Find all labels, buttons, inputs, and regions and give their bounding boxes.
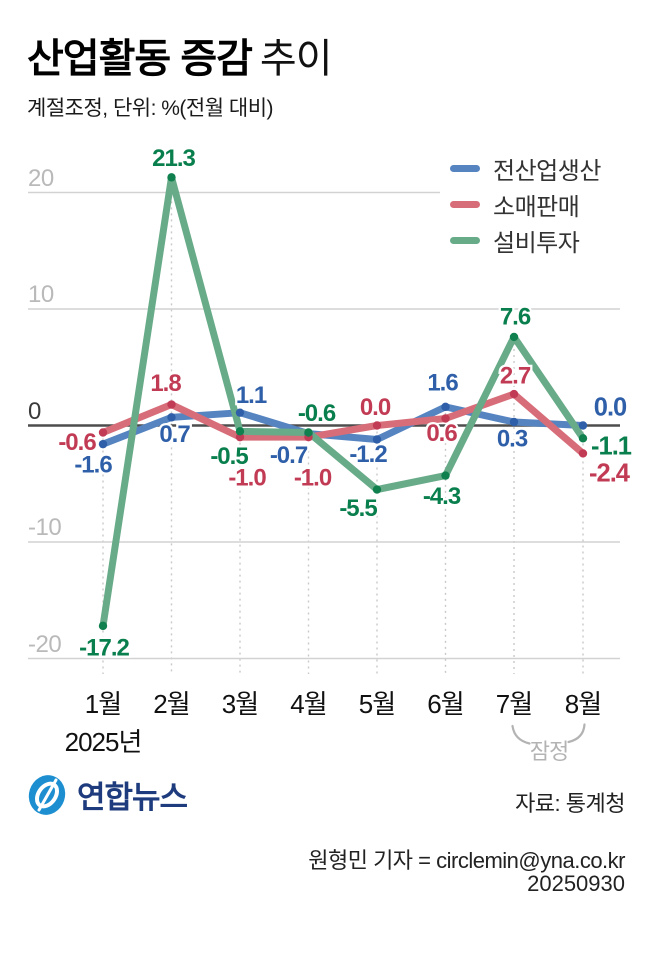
data-point-dot [372, 485, 382, 494]
value-label: 1.6 [427, 369, 458, 396]
data-point-dot [98, 621, 108, 631]
value-label: 21.3 [152, 145, 195, 172]
provisional-bracket-right [567, 723, 586, 744]
data-point-dot [441, 471, 450, 480]
x-axis-label-aug: 8월 [564, 689, 602, 719]
data-point-dot [509, 417, 519, 427]
date-label: 20250930 [527, 871, 625, 896]
data-point-dot [98, 428, 108, 437]
y-axis-label: -10 [28, 514, 62, 541]
page-title: 산업활동 증감 추이 [27, 26, 333, 84]
data-point-dot [98, 439, 108, 449]
value-label: -0.7 [270, 442, 308, 469]
value-label: 7.6 [500, 303, 531, 330]
data-point-dot [372, 421, 382, 430]
source-label: 자료: 통계청 [515, 791, 625, 816]
data-point-dot [167, 400, 176, 409]
title-main: 산업활동 증감 [27, 37, 253, 81]
x-axis-label-may: 5월 [358, 689, 396, 719]
series-line-설비투자 [99, 173, 587, 630]
logo-text: 연합뉴스 [77, 780, 188, 815]
data-point-dot [167, 173, 176, 182]
value-label: -5.5 [339, 495, 377, 522]
data-point-dot [235, 432, 245, 442]
y-axis-label: -20 [28, 630, 62, 658]
x-axis-label-jan: 1월 [84, 689, 122, 719]
value-label: 1.8 [150, 370, 181, 397]
value-label: -0.5 [210, 443, 248, 470]
legend-label: 소매판매 [493, 193, 580, 221]
data-point-dot [372, 435, 382, 444]
value-label: -0.6 [58, 429, 96, 456]
yonhap-logo-icon [28, 774, 66, 815]
byline: 원형민 기자 = circlemin@yna.co.kr [308, 848, 625, 873]
data-point-dot [509, 389, 519, 399]
value-label: -1.0 [228, 465, 266, 492]
x-axis-label-mar: 3월 [221, 689, 259, 719]
provisional-bracket-left [511, 724, 531, 745]
value-label: -1.6 [74, 452, 112, 479]
x-axis-label-jul: 7월 [495, 689, 533, 719]
data-point-dot [167, 413, 176, 422]
value-label: 1.1 [236, 382, 267, 409]
value-label: 0.6 [426, 420, 457, 447]
data-point-dot [509, 332, 519, 342]
data-point-dot [578, 449, 588, 458]
legend-item-production: 전산업생산 [450, 150, 601, 186]
year-label: 2025년 [64, 727, 143, 757]
x-axis-label-feb: 2월 [153, 689, 190, 719]
data-point-dot [578, 434, 588, 443]
data-point-dot [235, 427, 245, 436]
data-point-dot [441, 414, 450, 423]
legend: 전산업생산 소매판매 설비투자 [450, 150, 601, 258]
legend-swatch-red [450, 200, 480, 208]
legend-item-facility: 설비투자 [450, 222, 601, 258]
value-label: -0.6 [298, 400, 336, 427]
data-point-dot [578, 421, 588, 430]
value-label: -2.4 [589, 459, 631, 487]
data-point-dot [235, 408, 245, 417]
value-label: 0.0 [594, 394, 627, 422]
value-label: -1.2 [349, 441, 387, 468]
value-label: 2.7 [500, 363, 531, 390]
y-axis-label: 20 [28, 164, 54, 192]
legend-swatch-blue [450, 164, 480, 172]
chart-unit-note: 계절조정, 단위: %(전월 대비) [27, 97, 274, 120]
y-axis-label: 10 [28, 281, 54, 308]
value-label: -4.3 [423, 483, 461, 510]
yonhap-logo: 연합뉴스 [26, 772, 188, 817]
y-axis-label-zero: 0 [28, 397, 41, 425]
provisional-label: 잠정 [529, 739, 569, 764]
value-label: 0.3 [497, 426, 528, 453]
value-label: -17.2 [79, 634, 129, 661]
value-label: 0.0 [360, 394, 391, 421]
legend-label: 전산업생산 [493, 157, 601, 185]
legend-swatch-green [450, 236, 480, 244]
data-point-dot [304, 428, 313, 437]
title-sub: 추이 [259, 37, 333, 81]
value-label: -1.0 [294, 465, 332, 492]
legend-item-retail: 소매판매 [450, 186, 601, 222]
x-axis-label-jun: 6월 [427, 689, 464, 719]
series-line-전산업생산 [99, 403, 587, 448]
legend-label: 설비투자 [493, 229, 580, 257]
series-line-소매판매 [99, 390, 587, 457]
value-label: 0.7 [159, 421, 190, 448]
data-point-dot [441, 402, 450, 412]
x-axis-label-apr: 4월 [290, 689, 327, 719]
value-label: -1.1 [591, 432, 632, 460]
